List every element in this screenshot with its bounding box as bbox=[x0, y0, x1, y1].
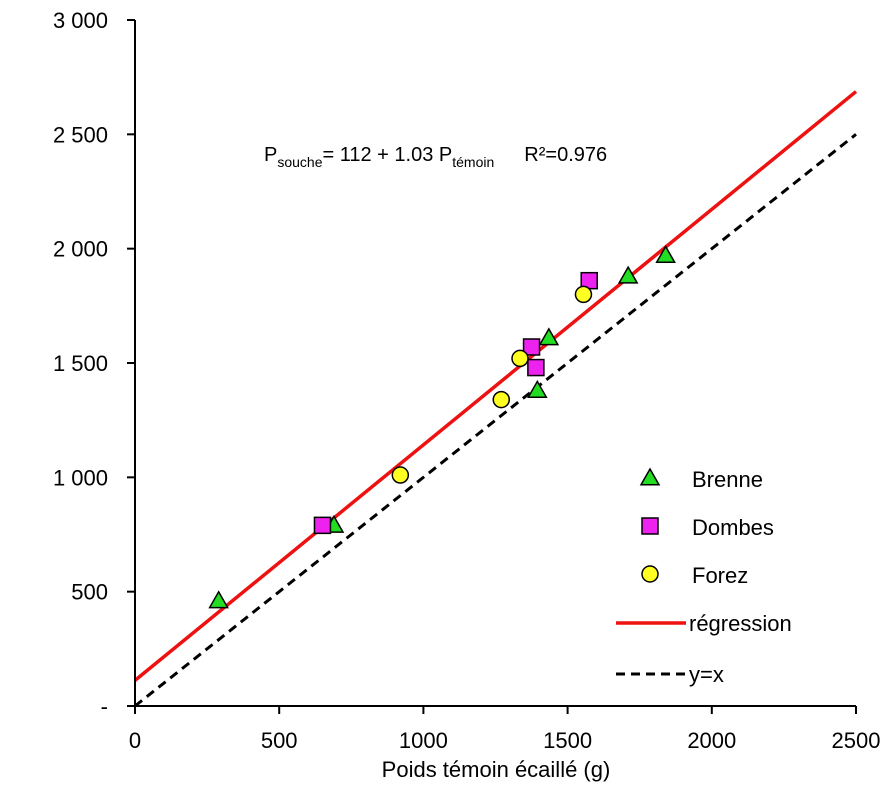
data-point-dombes bbox=[527, 358, 545, 377]
data-point-brenne bbox=[208, 590, 229, 609]
regression-equation: Psouche= 112 + 1.03 Ptémoin R²=0.976 bbox=[264, 144, 607, 170]
y-tick-label: 2 500 bbox=[53, 122, 108, 147]
data-point-forez bbox=[391, 466, 410, 484]
x-tick-label: 500 bbox=[261, 728, 298, 753]
data-point-brenne bbox=[617, 265, 639, 284]
x-tick-label: 1500 bbox=[543, 728, 592, 753]
x-tick-label: 2500 bbox=[832, 728, 881, 753]
legend-label: Brenne bbox=[692, 467, 763, 492]
legend-marker-forez bbox=[641, 565, 659, 583]
x-tick-label: 0 bbox=[129, 728, 141, 753]
y-tick-label: 1 000 bbox=[53, 465, 108, 490]
legend-label: Forez bbox=[692, 563, 748, 588]
x-tick-label: 2000 bbox=[687, 728, 736, 753]
lines-layer bbox=[133, 90, 858, 708]
legend-marker-brenne bbox=[639, 467, 661, 486]
data-point-forez bbox=[511, 349, 529, 368]
data-point-brenne bbox=[655, 245, 676, 264]
y-tick-label: 2 000 bbox=[53, 237, 108, 262]
legend-label: y=x bbox=[689, 662, 724, 687]
equation-r2: R²=0.976 bbox=[524, 144, 607, 166]
ticks-layer: 0 500 1000 1500 2000 2500 - 500 1 000 1 500 2 000 2… bbox=[53, 8, 881, 753]
equation-sub2: témoin bbox=[452, 154, 494, 170]
axes-layer bbox=[134, 20, 856, 707]
equation-p1: P bbox=[264, 144, 277, 166]
series-line-1 bbox=[134, 133, 857, 708]
legend: Brenne Dombes Forez régression y=x bbox=[616, 467, 792, 687]
points-layer bbox=[208, 245, 676, 609]
y-tick-label: 1 500 bbox=[53, 351, 108, 376]
series-line-0 bbox=[133, 90, 858, 682]
data-point-dombes bbox=[522, 338, 541, 356]
y-tick-label: 500 bbox=[71, 580, 108, 605]
y-tick-label: - bbox=[101, 694, 108, 719]
data-point-forez bbox=[574, 285, 593, 304]
legend-label: régression bbox=[689, 611, 792, 636]
x-axis-title: Poids témoin écaillé (g) bbox=[382, 757, 611, 782]
data-point-dombes bbox=[313, 516, 332, 535]
data-point-brenne bbox=[527, 379, 548, 398]
y-tick-label: 3 000 bbox=[53, 8, 108, 33]
data-point-forez bbox=[492, 390, 511, 409]
equation-mid: = 112 + 1.03 P bbox=[323, 144, 453, 166]
legend-label: Dombes bbox=[692, 515, 774, 540]
equation-sub1: souche bbox=[277, 154, 322, 170]
legend-marker-dombes bbox=[641, 517, 659, 535]
data-point-brenne bbox=[538, 327, 560, 346]
x-tick-label: 1000 bbox=[399, 728, 448, 753]
